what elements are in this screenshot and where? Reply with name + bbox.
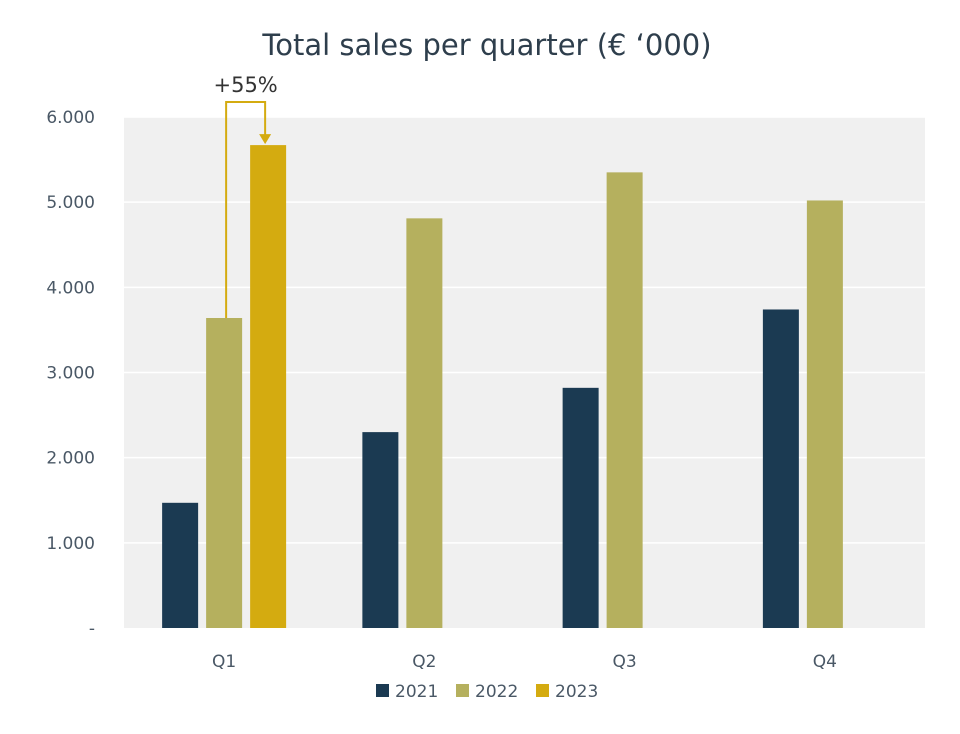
bar-2023-Q1 xyxy=(250,145,287,629)
legend-label-2023: 2023 xyxy=(555,682,598,702)
legend-swatch-2022 xyxy=(456,684,469,697)
annotation-label: +55% xyxy=(213,73,277,97)
bar-2022-Q4 xyxy=(806,200,843,629)
legend-swatch-2021 xyxy=(376,684,389,697)
legend: 2021 2022 2023 xyxy=(376,682,598,702)
chart-title: Total sales per quarter (€ ‘000) xyxy=(261,28,711,62)
y-tick-label: 6.000 xyxy=(46,108,95,128)
x-tick-label: Q2 xyxy=(412,652,436,672)
bar-2021-Q2 xyxy=(362,432,399,628)
bar-2022-Q2 xyxy=(406,218,443,628)
bar-2021-Q4 xyxy=(762,309,799,628)
bar-2021-Q1 xyxy=(162,502,199,628)
bar-2021-Q3 xyxy=(562,387,599,628)
y-tick-label: 2.000 xyxy=(46,449,95,469)
y-tick-label: 3.000 xyxy=(46,364,95,384)
legend-label-2021: 2021 xyxy=(395,682,438,702)
annotation-arrow-line xyxy=(225,101,267,318)
bar-2022-Q3 xyxy=(606,172,643,628)
arrow-head-icon xyxy=(259,134,272,145)
x-tick-label: Q3 xyxy=(613,652,637,672)
x-tick-label: Q1 xyxy=(212,652,236,672)
plot-area: - 1.000 2.000 3.000 4.000 5.000 6.000 Q1 Q2 Q3 Q4 +… xyxy=(46,73,925,672)
y-tick-label: - xyxy=(89,619,95,639)
y-tick-label: 5.000 xyxy=(46,193,95,213)
y-tick-label: 4.000 xyxy=(46,278,95,298)
y-tick-label: 1.000 xyxy=(46,534,95,554)
x-tick-label: Q4 xyxy=(813,652,837,672)
bar-2022-Q1 xyxy=(206,317,243,628)
legend-swatch-2023 xyxy=(536,684,549,697)
legend-label-2022: 2022 xyxy=(475,682,518,702)
